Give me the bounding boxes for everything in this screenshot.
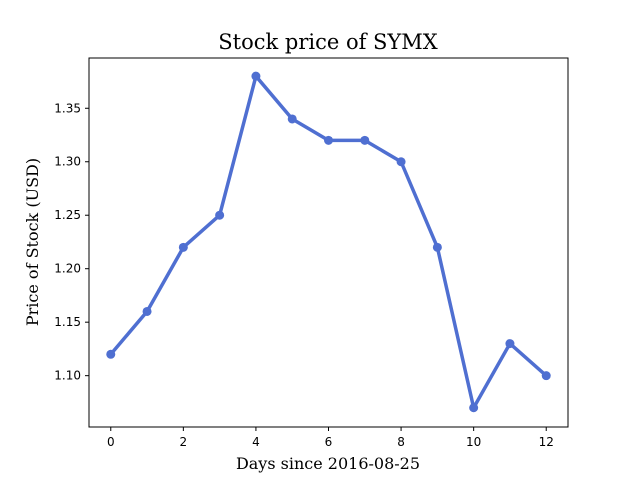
data-point bbox=[541, 371, 551, 381]
data-point bbox=[324, 135, 333, 145]
data-point bbox=[432, 242, 442, 252]
x-tick-label: 6 bbox=[325, 435, 333, 449]
data-point bbox=[178, 242, 188, 252]
data-point bbox=[469, 403, 479, 413]
y-tick-label: 1.25 bbox=[54, 208, 81, 222]
x-tick-label: 8 bbox=[397, 435, 405, 449]
y-tick-label: 1.35 bbox=[54, 101, 81, 115]
data-point bbox=[360, 135, 370, 145]
data-point bbox=[251, 71, 261, 81]
x-tick-label: 4 bbox=[252, 435, 260, 449]
series-group bbox=[106, 71, 551, 413]
data-point bbox=[505, 339, 515, 349]
data-point bbox=[396, 157, 406, 167]
data-point bbox=[106, 349, 116, 359]
chart-title: Stock price of SYMX bbox=[218, 30, 438, 54]
data-point bbox=[287, 114, 297, 124]
data-point bbox=[215, 210, 225, 220]
data-point bbox=[142, 306, 152, 316]
x-axis-ticks: 0 2 4 6 8 10 12 bbox=[107, 427, 554, 449]
plot-area-frame bbox=[88, 57, 569, 428]
x-tick-label: 12 bbox=[539, 435, 554, 449]
y-axis-ticks: 1.10 1.15 1.20 1.25 1.30 1.35 bbox=[54, 101, 89, 383]
y-tick-label: 1.10 bbox=[54, 369, 81, 383]
x-tick-label: 10 bbox=[466, 435, 481, 449]
y-tick-label: 1.20 bbox=[54, 262, 81, 276]
y-axis-label: Price of Stock (USD) bbox=[23, 158, 42, 326]
x-tick-label: 2 bbox=[180, 435, 188, 449]
y-tick-label: 1.30 bbox=[54, 155, 81, 169]
series-line bbox=[109, 74, 548, 410]
x-tick-label: 0 bbox=[107, 435, 115, 449]
y-tick-label: 1.15 bbox=[54, 315, 81, 329]
x-axis-label: Days since 2016-08-25 bbox=[236, 454, 420, 473]
